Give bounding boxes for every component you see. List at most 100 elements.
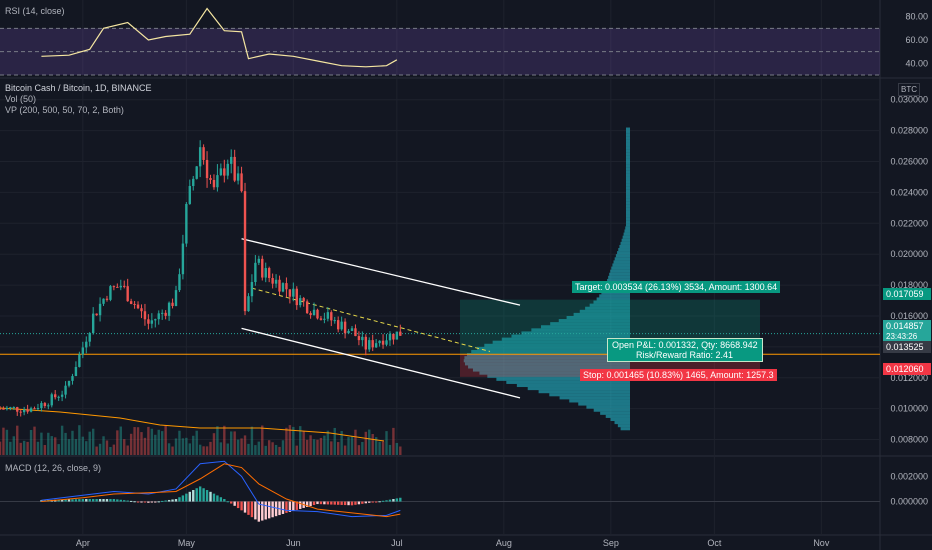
macd-histogram-bar [205, 490, 209, 502]
vp-bar [472, 368, 630, 372]
volume-bar [181, 438, 185, 455]
candle-body [264, 268, 267, 278]
rsi-band [0, 28, 880, 75]
candle-body [105, 298, 109, 300]
vp-legend[interactable]: VP (200, 500, 50, 70, 2, Both) [5, 105, 124, 115]
macd-histogram-bar [295, 501, 298, 510]
macd-histogram-bar [57, 499, 60, 502]
candle-body [136, 304, 140, 309]
vp-bar [607, 278, 630, 282]
volume-bar [309, 435, 312, 455]
volume-bar [126, 445, 129, 455]
volume-bar [336, 442, 340, 455]
vp-bar [613, 260, 630, 264]
candle-body [288, 289, 292, 297]
candle-body [157, 313, 160, 320]
vp-bar [492, 340, 630, 344]
candle-body [119, 285, 122, 288]
macd-histogram-bar [91, 499, 95, 502]
price-tick-label: 0.008000 [890, 435, 928, 445]
vp-bar [625, 226, 630, 230]
vp-bar [566, 315, 630, 320]
vp-bar [626, 158, 630, 162]
rsi-line [41, 7, 398, 68]
macd-legend[interactable]: MACD (12, 26, close, 9) [5, 463, 102, 473]
vp-bar [626, 152, 630, 156]
volume-bar [247, 443, 250, 455]
price-tick-label: 0.016000 [890, 311, 928, 321]
volume-bar [354, 429, 357, 455]
candle-body [295, 288, 298, 306]
vp-bar [487, 374, 630, 378]
macd-histogram-bar [112, 499, 116, 502]
candle-body [254, 262, 257, 283]
candle-body [43, 403, 47, 406]
candle-body [2, 408, 5, 410]
candle-body [126, 286, 129, 302]
vp-bar [624, 229, 630, 233]
volume-bar [333, 427, 336, 455]
vp-bar [579, 309, 630, 313]
volume-bar [36, 441, 40, 455]
price-tick-label: 0.012000 [890, 373, 928, 383]
candle-body [116, 286, 119, 288]
vp-bar [471, 349, 630, 354]
macd-histogram-bar [195, 488, 198, 502]
macd-histogram-bar [157, 501, 160, 503]
vp-bar [605, 414, 630, 418]
macd-histogram-bar [123, 500, 126, 502]
volume-bar [392, 427, 395, 455]
vp-bar [626, 183, 630, 187]
macd-histogram-bar [385, 500, 388, 502]
candle-body [364, 336, 368, 350]
open-pnl-label[interactable]: Open P&L: 0.001332, Qty: 8668.942 Risk/R… [607, 338, 763, 362]
candle-body [243, 191, 247, 312]
currency-badge[interactable]: BTC [898, 83, 920, 96]
rsi-legend[interactable]: RSI (14, close) [5, 6, 65, 16]
volume-bar [140, 432, 143, 455]
vp-bar [479, 371, 630, 375]
price-tick-label: 0.020000 [890, 249, 928, 259]
descending-channel[interactable] [241, 238, 521, 399]
candle-body [16, 407, 19, 412]
candle-body [236, 173, 240, 181]
vp-bar [626, 170, 630, 174]
macd-histogram-bar [336, 501, 340, 505]
vp-bar [608, 275, 630, 279]
vp-bar [620, 241, 630, 245]
vp-bar [593, 300, 630, 304]
volume-legend[interactable]: Vol (50) [5, 94, 37, 104]
volume-bar [236, 439, 240, 455]
volume-bar [19, 442, 22, 455]
volume-bar [395, 442, 399, 455]
volume-bar [174, 438, 178, 455]
vp-bar [626, 198, 630, 202]
candle-body [285, 283, 288, 290]
stop-label[interactable]: Stop: 0.001465 (10.83%) 1465, Amount: 12… [580, 369, 777, 381]
candle-body [302, 298, 305, 302]
stop-price-tag: 0.012060 [883, 363, 931, 375]
volume-bar [388, 444, 392, 455]
open-pnl-text: Open P&L: 0.001332, Qty: 8668.942 [612, 340, 758, 350]
volume-bar [81, 436, 85, 455]
candle-body [181, 243, 185, 275]
vp-bar [614, 421, 630, 425]
volume-bar [195, 430, 198, 455]
candle-body [212, 179, 216, 188]
candle-body [261, 258, 264, 278]
candle-body [195, 166, 198, 179]
vp-bar [538, 390, 630, 394]
vp-bar [622, 235, 630, 239]
symbol-legend[interactable]: Bitcoin Cash / Bitcoin, 1D, BINANCE [5, 83, 152, 93]
candle-body [167, 302, 171, 316]
volume-bar [112, 444, 116, 455]
volume-bar [54, 437, 57, 455]
macd-histogram-bar [102, 499, 105, 502]
candle-body [171, 302, 174, 307]
volume-bar [154, 434, 157, 455]
target-label[interactable]: Target: 0.003534 (26.13%) 3534, Amount: … [572, 281, 781, 293]
time-tick-label: Jul [391, 538, 403, 548]
vp-bar [511, 334, 630, 338]
volume-bar [167, 443, 171, 455]
